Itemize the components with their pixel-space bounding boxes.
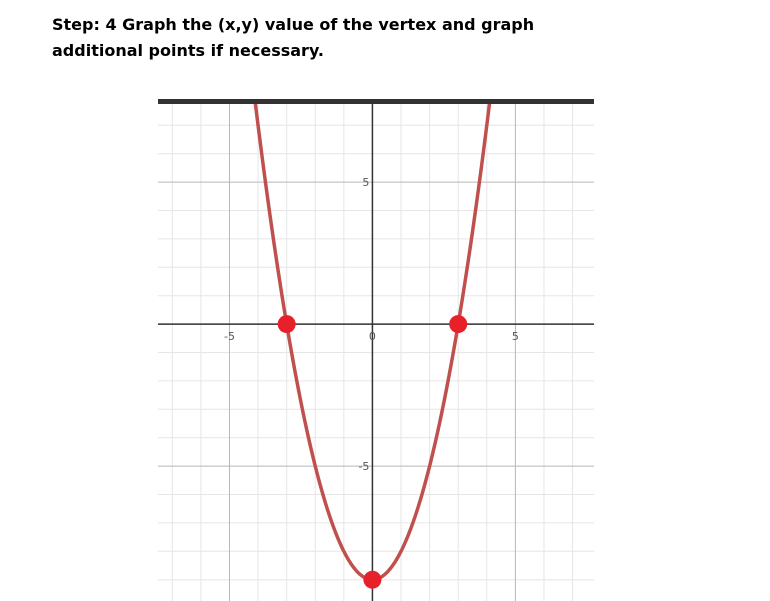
- y-tick-label: -5: [358, 460, 369, 473]
- x-tick-label: 0: [369, 330, 376, 343]
- graph-point: [449, 315, 468, 334]
- graph-point: [363, 570, 382, 589]
- parabola-curve: [253, 104, 492, 582]
- instruction-text: Step: 4 Graph the (x,y) value of the ver…: [52, 12, 692, 64]
- minor-gridlines: [158, 104, 594, 601]
- tick-labels: -5 0 5 5 -5: [224, 176, 519, 473]
- x-tick-label: 5: [512, 330, 519, 343]
- instruction-line-2: additional points if necessary.: [52, 41, 324, 60]
- instruction-line-1: Step: 4 Graph the (x,y) value of the ver…: [52, 15, 535, 34]
- x-tick-label: -5: [224, 330, 235, 343]
- plot-top-border: [158, 99, 594, 104]
- points-layer: [277, 315, 468, 589]
- axes: [158, 104, 594, 601]
- y-tick-label: 5: [362, 176, 369, 189]
- parabola-layer: [253, 104, 492, 582]
- graph-point: [277, 315, 296, 334]
